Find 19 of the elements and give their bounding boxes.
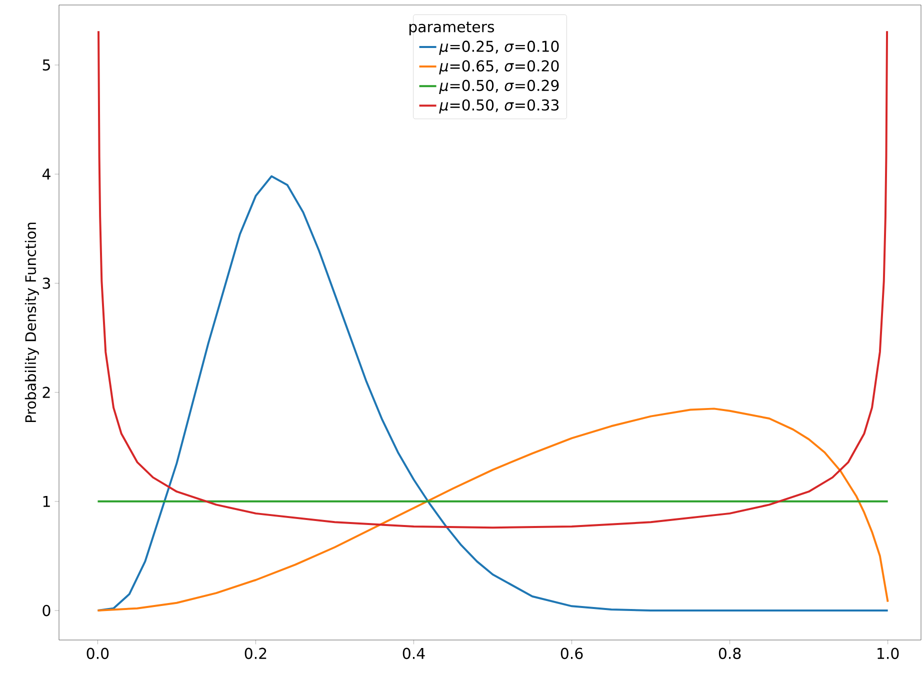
legend-label: μ=0.65, σ=0.20 [439,60,559,74]
legend-label: μ=0.25, σ=0.10 [439,40,559,55]
y-tick-label: 2 [42,386,50,398]
y-tick-label: 0 [42,604,50,616]
x-tick-label: 0.2 [244,648,266,660]
y-tick-label: 4 [42,168,50,180]
x-tick-label: 0.6 [560,648,583,660]
legend-title: parameters [409,22,494,36]
x-tick-label: 0.0 [86,648,109,660]
legend-label: μ=0.50, σ=0.29 [439,80,559,94]
x-tick-label: 0.8 [718,648,741,660]
x-tick-label: 1.0 [878,648,899,660]
line-series [96,408,889,612]
y-tick-label: 1 [43,496,50,507]
y-axis-title: Probability Density Function [24,222,39,422]
y-tick-label: 3 [42,278,50,289]
y-tick-label: 5 [42,59,50,71]
x-tick-label: 0.4 [402,648,425,660]
legend-label: μ=0.50, σ=0.33 [439,99,559,114]
